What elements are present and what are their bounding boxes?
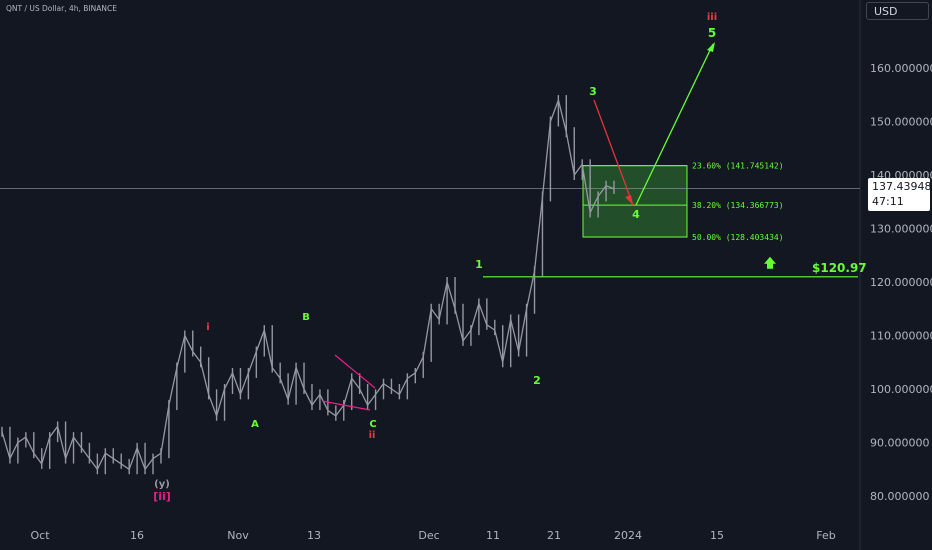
y-tick-label: 150.000000 bbox=[870, 116, 932, 129]
time-axis-ticks: Oct 16 Nov 13 Dec 11 21 2024 15 Feb bbox=[30, 529, 835, 542]
current-price-value: 137.439481 bbox=[872, 180, 932, 193]
y-tick-label: 100.000000 bbox=[870, 383, 932, 396]
projection-line-up bbox=[635, 43, 714, 206]
x-tick-label: 15 bbox=[710, 529, 724, 542]
x-tick-label: 2024 bbox=[614, 529, 642, 542]
x-tick-label: Dec bbox=[418, 529, 439, 542]
wave-label: B bbox=[302, 312, 310, 323]
wave-label: 4 bbox=[632, 208, 640, 221]
up-arrowhead-icon bbox=[707, 42, 715, 52]
x-tick-label: 16 bbox=[130, 529, 144, 542]
wave-label: 5 bbox=[708, 26, 716, 40]
wave-label: A bbox=[251, 419, 259, 430]
support-level-label: $120.97 bbox=[812, 261, 867, 275]
down-arrowhead-icon bbox=[625, 195, 633, 205]
y-tick-label: 80.000000 bbox=[870, 490, 930, 503]
wave-label: iii bbox=[707, 12, 717, 23]
wave-label: 3 bbox=[589, 85, 597, 98]
y-tick-label: 110.000000 bbox=[870, 330, 932, 343]
wave-label: C bbox=[369, 419, 376, 430]
bar-countdown: 47:11 bbox=[872, 195, 904, 208]
candles bbox=[1, 95, 615, 475]
wave-annotations bbox=[321, 42, 715, 411]
wave-label: ii bbox=[369, 430, 376, 441]
symbol-header: QNT / US Dollar, 4h, BINANCE bbox=[6, 4, 117, 13]
x-tick-label: Feb bbox=[816, 529, 835, 542]
current-price-box: 137.439481 47:11 bbox=[868, 178, 932, 211]
wedge-upper-line bbox=[334, 354, 376, 389]
wave-label: (y) bbox=[154, 479, 170, 490]
fibonacci-levels: 23.60% (141.745142) 38.20% (134.366773) 50… bbox=[583, 162, 784, 242]
y-tick-label: 90.000000 bbox=[870, 437, 930, 450]
fib-level-label: 38.20% (134.366773) bbox=[692, 201, 784, 210]
price-axis-ticks: 80.000000 90.000000 100.000000 110.000000 12… bbox=[870, 62, 932, 503]
wave-label: 2 bbox=[533, 374, 541, 387]
x-tick-label: Nov bbox=[227, 529, 249, 542]
up-arrow-icon bbox=[764, 256, 776, 269]
wave-label: i bbox=[206, 322, 209, 333]
projection-line-down bbox=[593, 99, 634, 206]
x-tick-label: 13 bbox=[307, 529, 321, 542]
wedge-lower-line bbox=[321, 400, 371, 411]
x-tick-label: Oct bbox=[30, 529, 50, 542]
fib-level-label: 50.00% (128.403434) bbox=[692, 233, 784, 242]
x-tick-label: 21 bbox=[547, 529, 561, 542]
wave-label: [ii] bbox=[153, 490, 171, 503]
price-series-line bbox=[1, 97, 615, 471]
currency-selector[interactable]: USD bbox=[866, 2, 929, 20]
y-tick-label: 160.000000 bbox=[870, 62, 932, 75]
fib-level-label: 23.60% (141.745142) bbox=[692, 162, 784, 171]
fibonacci-zone bbox=[582, 165, 688, 238]
y-tick-label: 130.000000 bbox=[870, 223, 932, 236]
y-tick-label: 120.000000 bbox=[870, 276, 932, 289]
wave-label: 1 bbox=[475, 258, 483, 271]
x-tick-label: 11 bbox=[486, 529, 500, 542]
